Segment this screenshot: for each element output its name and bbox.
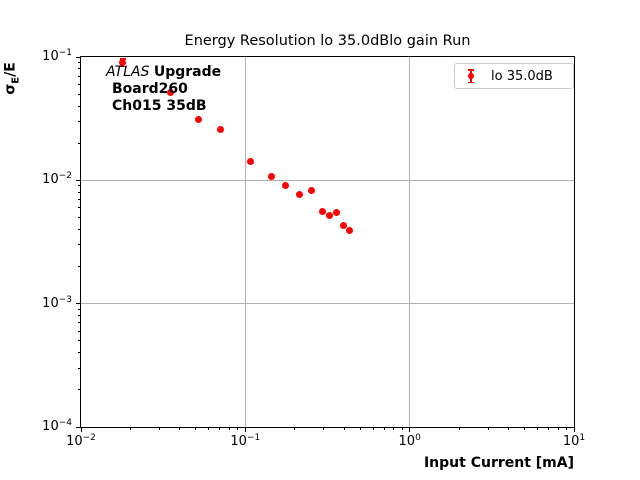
x-major-tick [244, 428, 246, 432]
x-minor-tick [158, 428, 160, 430]
x-minor-tick [548, 428, 550, 430]
y-tick-label: 10−2 [42, 171, 72, 188]
annotation-atlas: ATLAS [106, 64, 150, 80]
x-minor-tick [195, 428, 197, 430]
x-minor-tick [343, 428, 345, 430]
x-minor-tick [359, 428, 361, 430]
y-axis-label: σE/E [3, 52, 22, 104]
x-minor-tick [129, 428, 131, 430]
annotation-upgrade: Upgrade [153, 64, 222, 80]
x-minor-tick [458, 428, 460, 430]
x-minor-tick [228, 428, 230, 430]
x-minor-tick [565, 428, 567, 430]
x-minor-tick [323, 428, 325, 430]
x-minor-tick [524, 428, 526, 430]
legend-label: lo 35.0dB [491, 68, 553, 84]
x-minor-tick [401, 428, 403, 430]
x-major-tick [80, 428, 82, 432]
x-tick-label: 10−2 [66, 433, 96, 449]
y-tick-label: 10−3 [42, 294, 72, 311]
x-major-tick [409, 428, 411, 432]
annotation: ATLAS Upgrade Board260 Ch015 35dB [106, 64, 221, 115]
errorbar-cap-bottom [468, 81, 474, 83]
annotation-line-3: Ch015 35dB [112, 98, 207, 114]
x-minor-tick [372, 428, 374, 430]
y-tick-label: 10−1 [42, 48, 72, 64]
errorbar-dot [468, 73, 474, 79]
x-tick-label: 100 [398, 433, 421, 449]
x-minor-tick [393, 428, 395, 430]
x-minor-tick [237, 428, 239, 430]
errorbar-cap-top [468, 69, 474, 71]
x-axis-label: Input Current [mA] [423, 455, 574, 471]
annotation-line-1: ATLAS Upgrade [106, 64, 221, 81]
x-minor-tick [557, 428, 559, 430]
y-tick-label: 10−4 [42, 418, 72, 434]
errorbar-marker-icon [463, 67, 479, 85]
x-minor-tick [508, 428, 510, 430]
x-major-tick [573, 428, 575, 432]
ylabel-sigma: σ [2, 83, 19, 95]
ylabel-rest: /E [2, 62, 19, 77]
ylabel-sub: E [10, 76, 22, 84]
x-minor-tick [487, 428, 489, 430]
x-minor-tick [179, 428, 181, 430]
x-tick-label: 10−1 [230, 433, 261, 449]
x-minor-tick [219, 428, 221, 430]
x-minor-tick [208, 428, 210, 430]
chart-title: Energy Resolution lo 35.0dBlo gain Run [184, 33, 471, 49]
annotation-line-2: Board260 [112, 81, 188, 97]
x-minor-tick [294, 428, 296, 430]
legend: lo 35.0dB [454, 63, 574, 89]
x-minor-tick [383, 428, 385, 430]
x-minor-tick [537, 428, 539, 430]
x-tick-label: 101 [562, 433, 586, 449]
plot-area [80, 56, 575, 428]
